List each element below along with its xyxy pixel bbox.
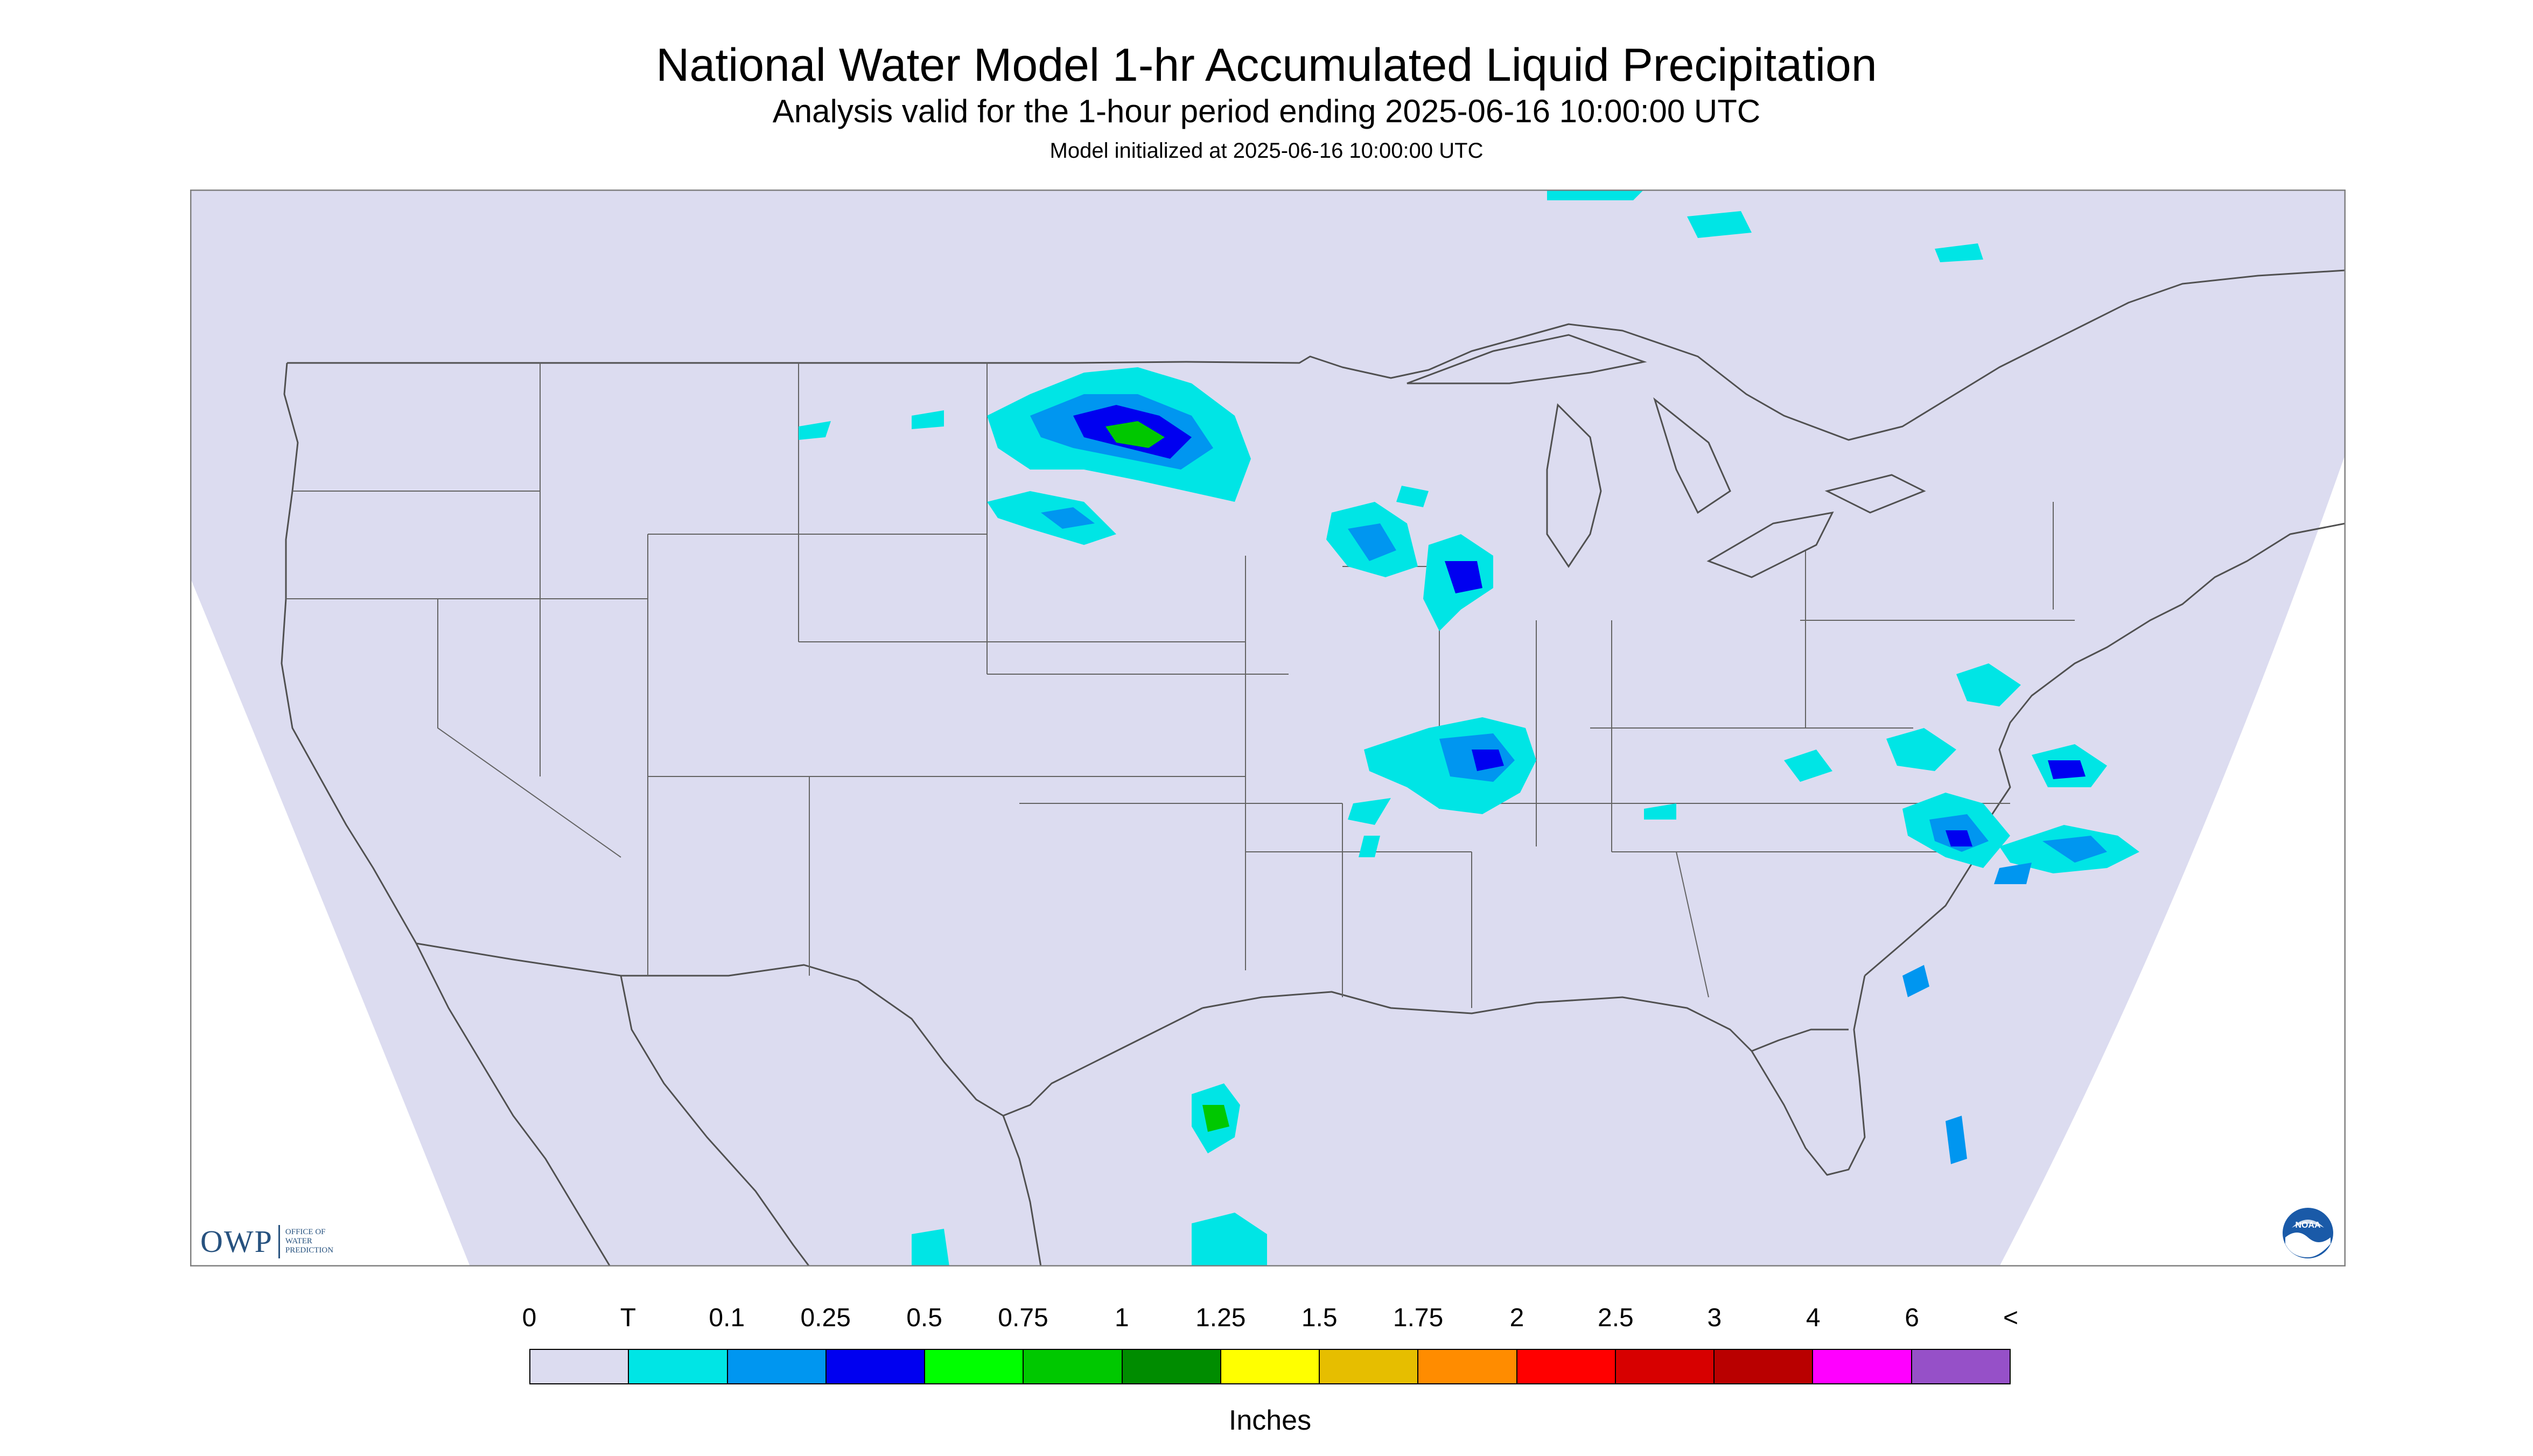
- legend-colorbar: [529, 1349, 2011, 1384]
- legend-tick-label: 1.5: [1301, 1304, 1338, 1332]
- legend-tick-label: 0.75: [998, 1304, 1048, 1332]
- precip-area-minnesota-wisconsin: [1326, 486, 1493, 631]
- legend-color-swatch: [727, 1350, 827, 1383]
- projection-edge-right: [1999, 453, 2346, 1266]
- legend-color-swatch: [1418, 1350, 1517, 1383]
- legend-color-swatch: [1122, 1350, 1221, 1383]
- legend-color-swatch: [1221, 1350, 1320, 1383]
- legend-color-swatch: [1715, 1350, 1814, 1383]
- great-lakes: [1407, 334, 1926, 578]
- legend-tick-label: 1.25: [1195, 1304, 1246, 1332]
- legend-tick-label: 6: [1905, 1304, 1919, 1332]
- legend-tick-label: 3: [1707, 1304, 1722, 1332]
- legend: 0 T 0.1 0.25 0.5 0.75 1 1.25 1.5 1.75 2 2.5 3 4 6 < Inc…: [522, 1303, 2018, 1438]
- legend-tick-label: 4: [1806, 1304, 1821, 1332]
- owp-logo-line: OFFICE OF: [285, 1228, 326, 1236]
- projection-edge-left: [190, 577, 470, 1266]
- map-subtitle: Analysis valid for the 1-hour period end…: [772, 93, 1761, 129]
- legend-color-swatch: [1912, 1350, 2010, 1383]
- precip-area-illinois-indiana: [1348, 717, 1536, 857]
- map-frame: [190, 190, 2346, 1266]
- owp-logo-line: PREDICTION: [285, 1246, 334, 1255]
- legend-tick-label: 1: [1115, 1304, 1129, 1332]
- map-domain-background: [190, 190, 2346, 1266]
- precip-area-texas-coast: [912, 1083, 1267, 1266]
- precip-area-virginia-carolina: [1644, 663, 2021, 868]
- legend-tick-label: T: [620, 1304, 636, 1332]
- boundary-lines: [281, 269, 2346, 1266]
- legend-color-swatch: [1813, 1350, 1912, 1383]
- legend-color-swatch: [1517, 1350, 1616, 1383]
- model-init-line: Model initialized at 2025-06-16 10:00:00…: [1049, 139, 1484, 163]
- map-title: National Water Model 1-hr Accumulated Li…: [656, 39, 1877, 91]
- legend-tick-label: 0.25: [800, 1304, 851, 1332]
- state-lines: [286, 363, 2075, 1008]
- legend-color-swatch: [1320, 1350, 1419, 1383]
- legend-units-label: Inches: [1228, 1405, 1312, 1436]
- precip-area-offshore: [1902, 744, 2139, 1164]
- owp-logo: OWP OFFICE OF WATER PREDICTION: [200, 1223, 333, 1259]
- legend-tick-label: 2: [1509, 1304, 1524, 1332]
- owp-logo-divider: [278, 1224, 280, 1258]
- precip-area-north-dakota: [987, 367, 1251, 545]
- noaa-logo-text: NOAA: [2295, 1221, 2321, 1230]
- legend-color-swatch: [1615, 1350, 1715, 1383]
- legend-color-swatch: [1024, 1350, 1123, 1383]
- legend-color-swatch: [826, 1350, 926, 1383]
- legend-tick-label: 0.1: [709, 1304, 745, 1332]
- owp-logo-line: WATER: [285, 1237, 312, 1245]
- legend-tick-label: <: [2003, 1304, 2019, 1332]
- legend-tick-label: 0: [522, 1304, 537, 1332]
- legend-tick-label: 2.5: [1598, 1304, 1634, 1332]
- noaa-logo: NOAA: [2281, 1206, 2335, 1260]
- precip-area-canada: [799, 190, 1983, 440]
- owp-logo-text: OFFICE OF WATER PREDICTION: [285, 1228, 333, 1255]
- legend-tick-label: 0.5: [906, 1304, 942, 1332]
- owp-logo-abbrev: OWP: [200, 1224, 273, 1259]
- legend-color-swatch: [629, 1350, 728, 1383]
- legend-tick-label: 1.75: [1393, 1304, 1444, 1332]
- legend-color-swatch: [530, 1350, 629, 1383]
- precipitation-map: [190, 190, 2346, 1266]
- legend-color-swatch: [925, 1350, 1024, 1383]
